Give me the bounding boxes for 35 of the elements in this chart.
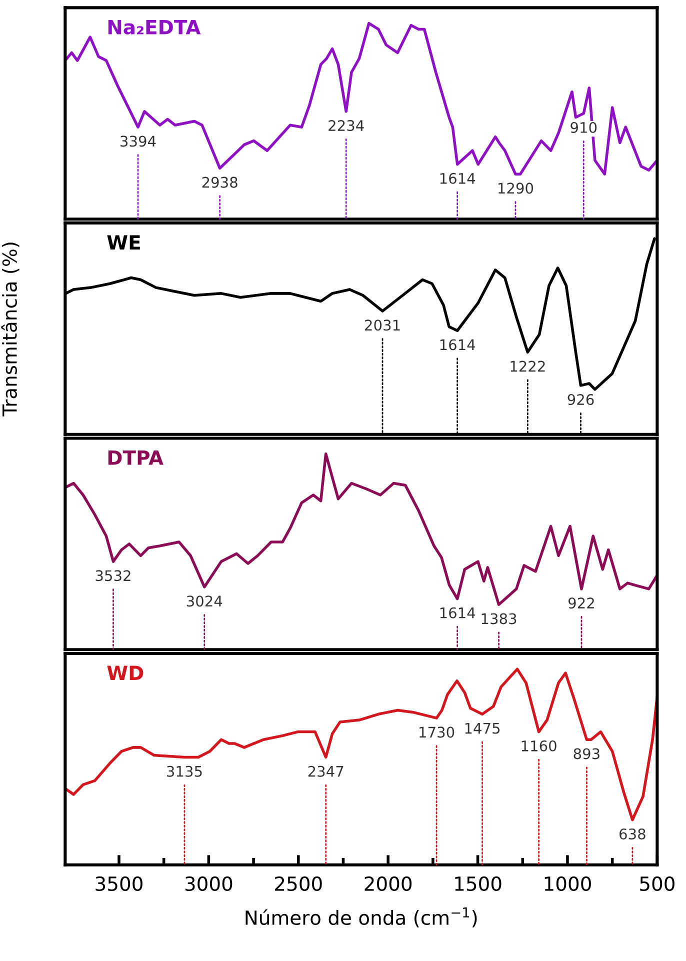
annotation: 3532 xyxy=(96,570,130,582)
annotation: 1290 xyxy=(498,182,534,194)
annotation: 1222 xyxy=(510,360,545,372)
series-label: Na₂EDTA xyxy=(108,20,201,34)
annotation: 1614 xyxy=(440,172,476,184)
annotation: 926 xyxy=(568,394,594,406)
annotation: 2938 xyxy=(202,176,238,188)
annotation: 1614 xyxy=(440,339,476,350)
series-label: WE xyxy=(107,235,140,250)
series-label: DTPA xyxy=(108,450,164,465)
annotation: 2031 xyxy=(365,320,400,331)
annotation: 638 xyxy=(620,828,646,840)
x-tick-label: 1000 xyxy=(544,876,591,892)
y-axis-title: Transmitância (%) xyxy=(1,242,20,416)
annotation: 3394 xyxy=(120,136,156,147)
x-tick-label: 2000 xyxy=(364,876,412,892)
annotation: 3024 xyxy=(186,596,222,607)
annotation: 1614 xyxy=(440,607,476,618)
annotation: 922 xyxy=(568,598,594,609)
x-tick-label: 3000 xyxy=(185,876,232,892)
text: WD xyxy=(107,666,144,680)
annotation: 2234 xyxy=(328,120,364,132)
annotation: 2347 xyxy=(308,766,344,777)
x-tick-label: 3500 xyxy=(96,876,142,892)
annotation: 910 xyxy=(570,122,597,134)
annotation: 3135 xyxy=(167,766,202,777)
x-axis-title: Número de onda (cm$^{−1}$) xyxy=(246,907,477,928)
x-tick-label: 1500 xyxy=(455,876,502,892)
annotation: 1475 xyxy=(465,722,500,734)
annotation: 1160 xyxy=(522,740,556,752)
annotation: 1730 xyxy=(420,726,454,738)
annotation: 1383 xyxy=(482,613,516,624)
annotation: 893 xyxy=(574,748,600,760)
x-tick-label: 500 xyxy=(640,876,674,892)
x-tick-label: 2500 xyxy=(275,876,322,892)
